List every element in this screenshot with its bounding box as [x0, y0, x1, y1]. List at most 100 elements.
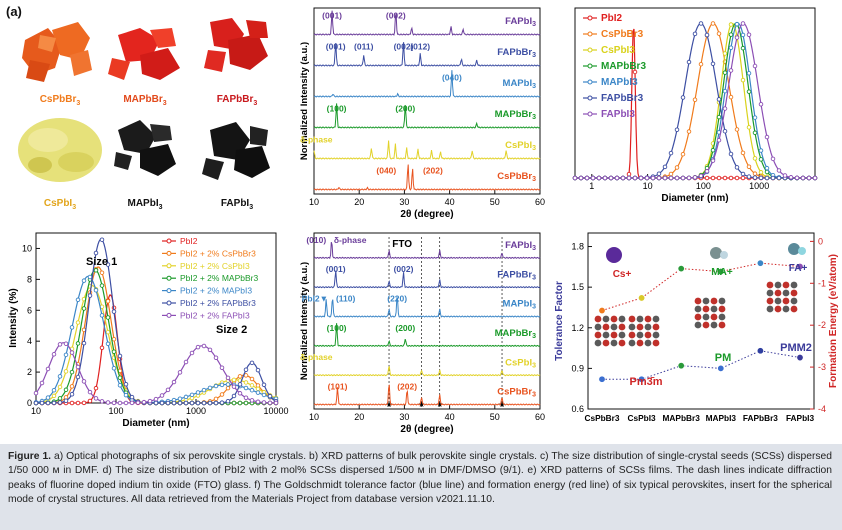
chart-d-marker: [201, 343, 207, 349]
chart-b-xtick-label: 40: [445, 197, 455, 207]
chart-d-marker: [87, 389, 93, 395]
chart-e-fto-label: FTO: [392, 239, 412, 250]
crystal-label-fapbi3: FAPbI3: [220, 198, 254, 211]
chart-f-tolerance-point: [638, 375, 646, 383]
chart-d-marker: [81, 340, 87, 346]
chart-f-lattice-atom: [790, 281, 798, 289]
chart-c-marker: [686, 175, 692, 181]
chart-c-marker: [746, 32, 752, 37]
chart-f-tolerance-point: [677, 362, 685, 370]
chart-b-xtick-label: 30: [399, 197, 409, 207]
chart-e-peak-label: (202): [397, 382, 417, 392]
chart-f-lattice-atom: [774, 281, 782, 289]
chart-d-marker: [183, 400, 189, 406]
chart-d-legend-entry: PbI2 + 2% CsPbI3: [180, 261, 250, 271]
chart-d-marker: [33, 390, 39, 396]
chart-b-series-fapbi3: [313, 10, 541, 36]
crystal-photo-fapbbr3: [204, 18, 268, 72]
chart-f-tolerance-point: [796, 354, 804, 362]
chart-f-annotation-pm: PM: [715, 352, 732, 364]
chart-f-ytick-label: 0.6: [571, 404, 584, 414]
chart-f-lattice-atom: [594, 331, 602, 339]
chart-d-marker: [93, 268, 99, 273]
chart-d-marker: [81, 400, 87, 406]
chart-f-lattice-atom: [718, 313, 726, 321]
chart-c-marker: [572, 175, 578, 181]
chart-d-marker: [87, 293, 93, 298]
chart-c-marker: [626, 175, 632, 181]
chart-b-series-cspbbr3: [313, 164, 541, 191]
chart-c-marker: [740, 150, 746, 156]
chart-c-marker: [716, 114, 722, 120]
chart-d-marker: [153, 396, 159, 402]
chart-f-annotation-pm3m: Pm3̄m: [629, 376, 662, 388]
chart-f-lattice-atom: [790, 297, 798, 305]
chart-d-annotation-size2: Size 2: [216, 324, 247, 336]
chart-d-marker: [213, 355, 219, 360]
chart-d-marker: [189, 350, 195, 356]
chart-e-peak-label: (100): [327, 323, 347, 333]
chart-e-peak-label: (002): [394, 264, 414, 274]
chart-d-marker: [111, 349, 117, 354]
crystal-label-fapbbr3: FAPbBr3: [216, 94, 258, 107]
chart-d-marker: [57, 342, 63, 347]
chart-c-marker: [698, 61, 704, 67]
chart-d-marker: [63, 352, 69, 358]
chart-d-marker: [195, 400, 201, 406]
chart-f-lattice-atom: [766, 297, 774, 305]
chart-b-ylabel: Normalized Intensity (a.u.): [299, 42, 310, 160]
chart-f-category-label: FAPbI3: [786, 413, 815, 423]
chart-f-crystal-structure-insert: [594, 315, 626, 347]
chart-c-legend-entry: MAPbI3: [601, 77, 638, 88]
chart-d-marker: [243, 395, 249, 400]
chart-f-lattice-atom: [718, 297, 726, 305]
chart-d-marker: [165, 400, 171, 406]
chart-c-marker: [668, 175, 674, 181]
chart-b-xtick-label: 10: [309, 197, 319, 207]
chart-f-lattice-atom: [782, 281, 790, 289]
chart-c-marker: [656, 175, 662, 181]
chart-d-marker: [213, 396, 219, 402]
chart-f-energy-point: [598, 307, 606, 315]
chart-d-marker: [81, 306, 87, 311]
chart-f-lattice-atom: [628, 323, 636, 331]
chart-d-marker: [237, 400, 243, 406]
chart-f-lattice-atom: [790, 289, 798, 297]
chart-c-marker: [746, 174, 752, 179]
chart-c-legend-entry: MAPbBr3: [601, 61, 646, 72]
chart-f-category-label: FAPbBr3: [743, 413, 778, 423]
chart-d-marker: [111, 336, 117, 342]
chart-c-marker: [734, 127, 740, 132]
chart-f-lattice-atom: [602, 331, 610, 339]
chart-b-xtick-label: 20: [354, 197, 364, 207]
chart-f-lattice-atom: [710, 321, 718, 329]
chart-f-lattice-atom: [636, 331, 644, 339]
chart-d-marker: [219, 365, 225, 370]
chart-f-lattice-atom: [694, 297, 702, 305]
chart-c-marker: [740, 171, 746, 177]
chart-d-marker: [237, 382, 243, 387]
chart-c-marker: [782, 173, 788, 178]
chart-c-marker: [656, 171, 662, 176]
crystal-photo-cspbbr3: [22, 22, 92, 82]
chart-e-fto-star: ★: [385, 400, 392, 409]
chart-c-legend-marker: [587, 79, 593, 85]
chart-c-marker: [614, 175, 620, 181]
chart-f-lattice-atom: [774, 305, 782, 313]
chart-c-legend-marker: [587, 95, 593, 101]
chart-c-marker: [716, 31, 722, 36]
chart-f-ytick-label: 1.2: [571, 323, 584, 333]
chart-d-marker: [111, 366, 117, 371]
chart-d-marker: [273, 400, 279, 406]
chart-f-lattice-atom: [652, 331, 660, 339]
chart-c-marker: [752, 115, 758, 120]
chart-d-marker: [225, 375, 231, 381]
chart-c-marker: [668, 171, 674, 177]
chart-d-xtick-label: 100: [108, 406, 123, 416]
chart-c-legend-marker: [587, 111, 593, 117]
chart-b-xtick-label: 50: [490, 197, 500, 207]
chart-b-peak-label: (100): [327, 104, 347, 114]
chart-d-marker: [189, 392, 195, 398]
chart-d-marker: [99, 283, 105, 288]
chart-d-xlabel: Diameter (nm): [122, 418, 189, 429]
